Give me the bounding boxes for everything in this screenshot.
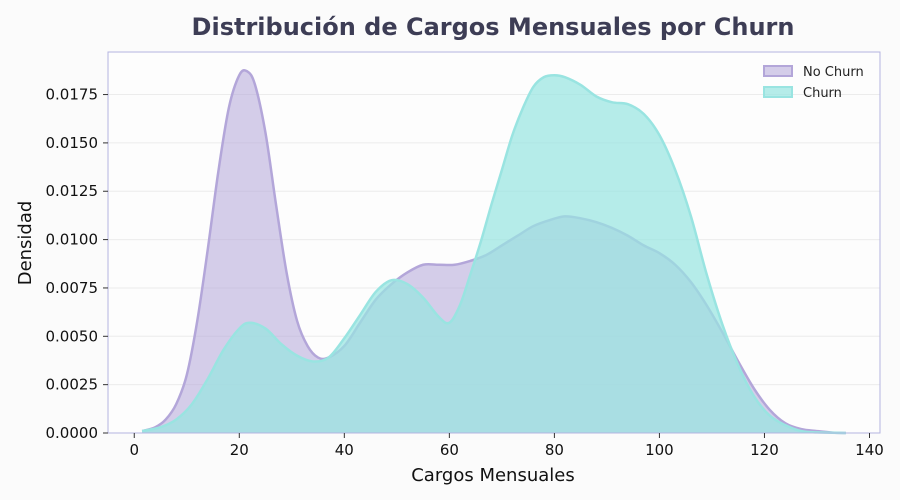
y-tick-label: 0.0025 [46, 376, 99, 394]
x-tick-label: 0 [129, 441, 139, 459]
plot-frame [107, 51, 881, 434]
y-axis-label: Densidad [15, 201, 36, 286]
legend-swatch-churn [763, 86, 793, 98]
y-axis: 0.0000 0.0025 0.0050 0.0075 0.0100 0.0125 0.01… [46, 86, 108, 442]
y-tick-label: 0.0075 [46, 279, 99, 297]
area-churn [142, 75, 846, 434]
x-tick-label: 20 [230, 441, 249, 459]
legend-label-churn: Churn [803, 86, 842, 101]
x-tick-label: 100 [645, 441, 674, 459]
plot-border [107, 51, 881, 434]
x-tick-label: 140 [855, 441, 884, 459]
x-tick-label: 40 [335, 441, 354, 459]
y-tick-label: 0.0150 [46, 134, 99, 152]
line-churn [141, 73, 846, 435]
x-axis-label: Cargos Mensuales [411, 465, 575, 486]
legend-label-no-churn: No Churn [803, 65, 864, 80]
y-tick-label: 0.0100 [46, 231, 99, 249]
chart-title: Distribución de Cargos Mensuales por Chu… [192, 13, 795, 41]
x-tick-label: 80 [545, 441, 564, 459]
y-tick-label: 0.0175 [46, 86, 99, 104]
series-layer [141, 69, 846, 435]
y-tick-label: 0.0125 [46, 182, 99, 200]
x-axis: 0 20 40 60 80 100 120 140 [129, 433, 884, 459]
y-tick-label: 0.0050 [46, 327, 99, 345]
legend-swatch-no-churn [763, 65, 793, 77]
x-tick-label: 120 [750, 441, 779, 459]
legend: No Churn Churn [763, 65, 864, 101]
y-tick-label: 0.0000 [46, 424, 99, 442]
x-tick-label: 60 [440, 441, 459, 459]
